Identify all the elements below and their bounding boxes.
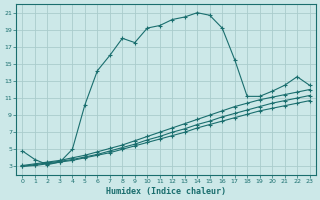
X-axis label: Humidex (Indice chaleur): Humidex (Indice chaleur) (106, 187, 226, 196)
